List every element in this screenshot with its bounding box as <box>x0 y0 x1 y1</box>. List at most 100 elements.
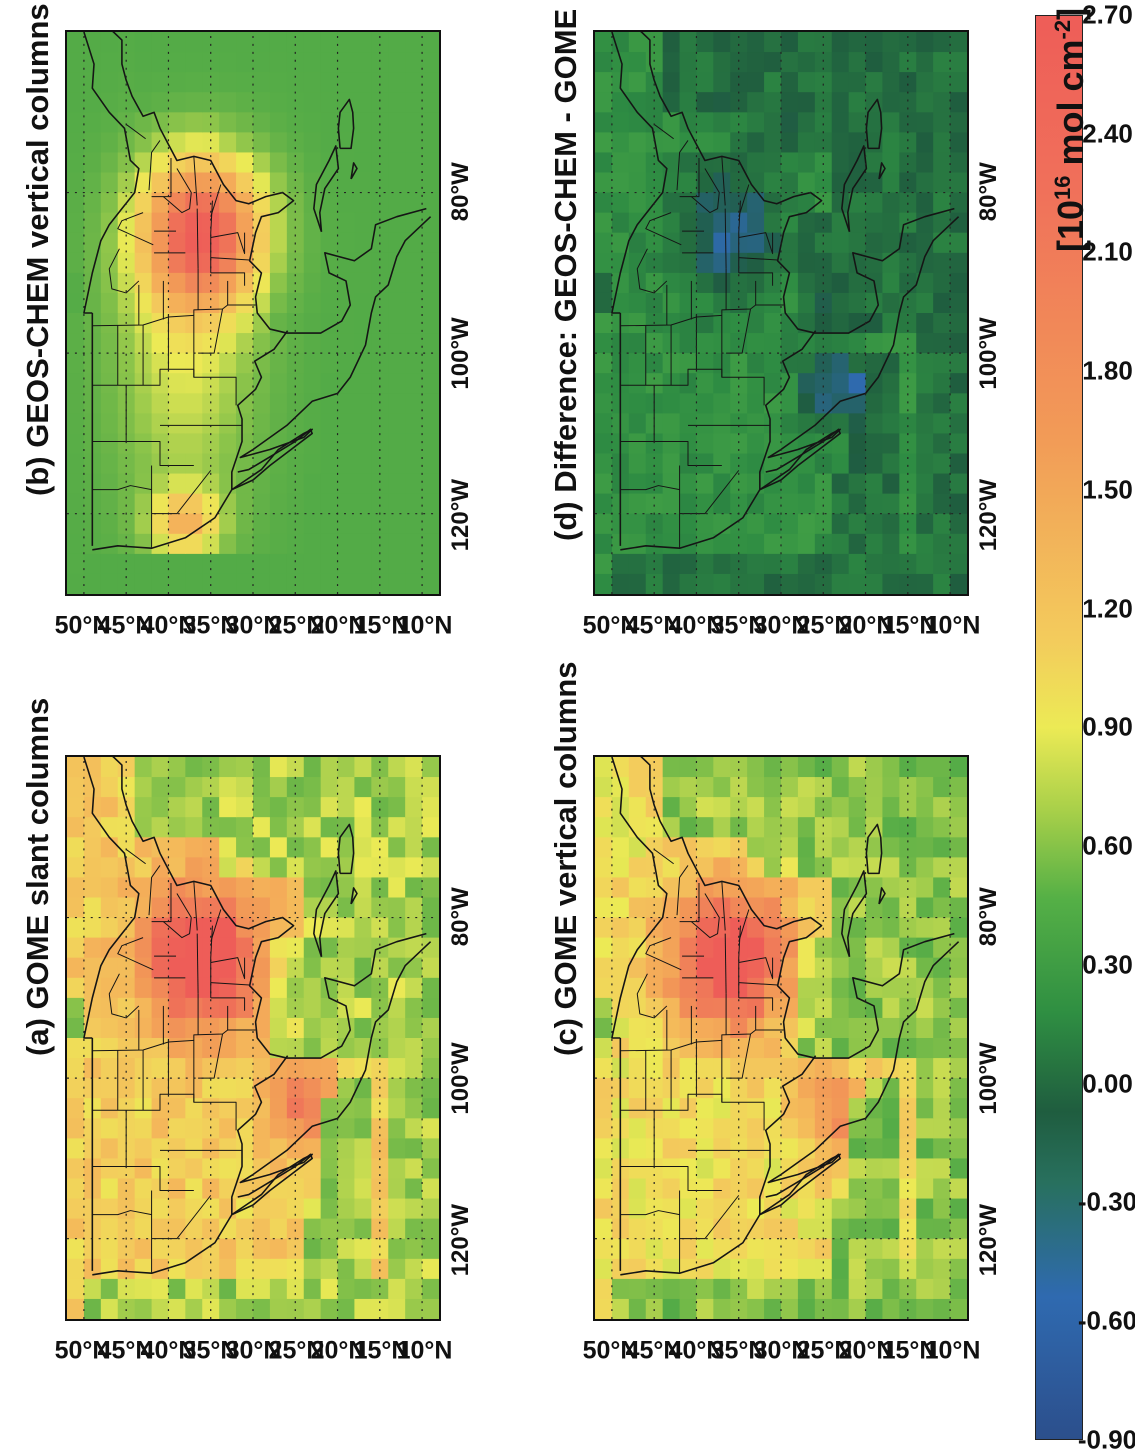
grid-cell <box>696 1017 714 1038</box>
grid-cell <box>422 553 439 574</box>
grid-cell <box>388 1037 406 1059</box>
grid-cell <box>253 452 271 474</box>
grid-cell <box>67 1037 85 1059</box>
grid-cell <box>253 896 271 918</box>
grid-cell <box>645 452 664 474</box>
grid-cell <box>303 916 322 938</box>
grid-cell <box>253 1117 271 1139</box>
grid-cell <box>831 472 850 494</box>
grid-cell <box>151 493 170 514</box>
grid-cell <box>253 191 271 213</box>
grid-cell <box>679 513 698 534</box>
grid-cell <box>662 573 681 594</box>
grid-cell <box>185 392 203 414</box>
grid-cell <box>814 1197 833 1219</box>
grid-cell <box>219 916 237 938</box>
grid-cell <box>679 232 698 253</box>
grid-cell <box>662 111 681 133</box>
grid-cell <box>117 1218 136 1239</box>
grid-cell <box>388 1218 406 1239</box>
grid-cell <box>371 573 389 594</box>
grid-cell <box>151 332 170 354</box>
grid-cell <box>185 412 203 434</box>
state-border <box>620 1039 722 1052</box>
grid-cell <box>67 533 85 554</box>
grid-cell <box>134 151 153 173</box>
grid-cell <box>67 171 85 193</box>
grid-cell <box>933 1238 951 1259</box>
grid-cell <box>781 836 799 858</box>
grid-cell <box>67 131 85 153</box>
grid-cell <box>67 51 85 73</box>
grid-cell <box>628 191 647 213</box>
grid-cell <box>405 91 423 113</box>
state-border <box>210 272 246 286</box>
grid-cell <box>628 432 647 454</box>
grid-cell <box>662 191 681 213</box>
grid-cell <box>595 1218 613 1239</box>
grid-cell <box>100 957 119 978</box>
grid-cell <box>747 937 765 958</box>
grid-cell <box>219 212 237 233</box>
grid-cell <box>354 472 372 494</box>
grid-cell <box>595 876 613 898</box>
grid-cell <box>286 131 305 153</box>
grid-cell <box>679 91 698 113</box>
grid-cell <box>747 916 765 938</box>
grid-cell <box>388 856 406 878</box>
grid-cell <box>388 32 406 53</box>
grid-cell <box>269 131 288 153</box>
grid-cell <box>696 372 714 394</box>
grid-cell <box>219 553 237 574</box>
grid-cell <box>202 1177 220 1199</box>
grid-cell <box>168 412 186 434</box>
grid-cell <box>950 997 967 1018</box>
grid-cell <box>814 513 833 534</box>
grid-cell <box>679 816 698 838</box>
grid-cell <box>354 1298 372 1319</box>
colorbar-tick-label: 1.20 <box>1082 593 1133 624</box>
grid-cell <box>100 1017 119 1038</box>
grid-cell <box>696 977 714 998</box>
grid-cell <box>865 1278 884 1299</box>
coastline <box>100 32 427 334</box>
grid-cell <box>848 412 867 434</box>
grid-cell <box>286 372 305 394</box>
grid-cell <box>916 151 934 173</box>
state-border <box>151 1195 212 1240</box>
grid-cell <box>831 757 850 778</box>
grid-cell <box>67 573 85 594</box>
grid-cell <box>388 372 406 394</box>
grid-cell <box>611 212 630 233</box>
grid-cell <box>933 1037 951 1059</box>
grid-cell <box>303 91 322 113</box>
grid-cell <box>83 856 102 878</box>
grid-cell <box>185 533 203 554</box>
grid-cell <box>134 937 153 958</box>
grid-cell <box>67 876 85 898</box>
grid-cell <box>168 292 186 313</box>
colorbar-tick-label: 0.60 <box>1082 830 1133 861</box>
grid-cell <box>134 1017 153 1038</box>
grid-cell <box>354 1157 372 1179</box>
grid-cell <box>185 32 203 53</box>
grid-cell <box>831 312 850 334</box>
grid-cell <box>899 91 917 113</box>
grid-cell <box>950 776 967 798</box>
grid-cell <box>933 1137 951 1159</box>
grid-cell <box>337 1017 356 1038</box>
grid-cell <box>764 1017 782 1038</box>
grid-cell <box>134 757 153 778</box>
grid-cell <box>595 1278 613 1299</box>
grid-cell <box>185 1137 203 1159</box>
grid-cell <box>320 776 339 798</box>
grid-cell <box>371 916 389 938</box>
grid-cell <box>595 896 613 918</box>
grid-cell <box>645 1157 664 1179</box>
grid-cell <box>354 957 372 978</box>
grid-cell <box>662 151 681 173</box>
lon-label: 80°W <box>447 162 474 222</box>
grid-cell <box>730 171 748 193</box>
grid-cell <box>134 232 153 253</box>
grid-cell <box>882 1177 900 1199</box>
